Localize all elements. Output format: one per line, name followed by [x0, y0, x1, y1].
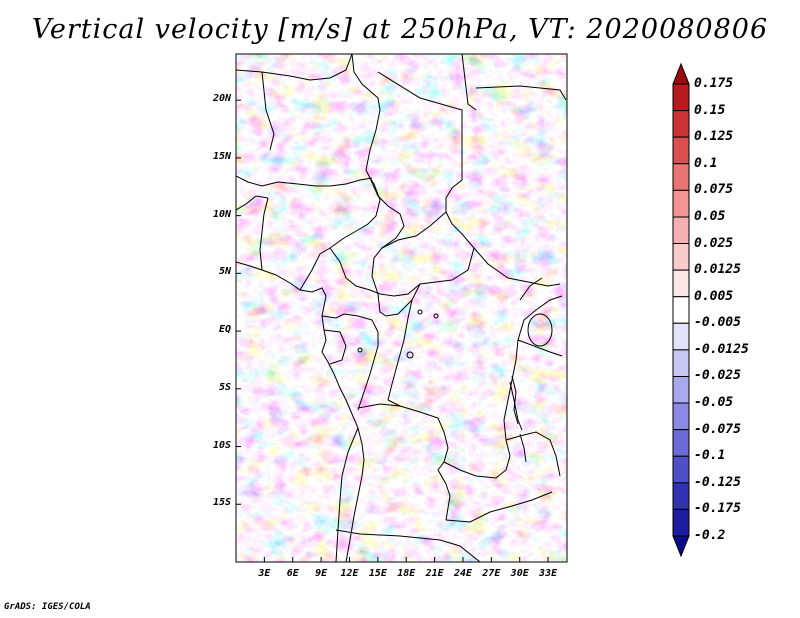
- map-frame: [235, 53, 568, 563]
- colorbar-label: 0.05: [694, 208, 726, 224]
- colorbar-label: 0.075: [694, 182, 734, 198]
- lat-label: 5N: [218, 266, 231, 278]
- velocity-field: [236, 54, 567, 562]
- country-borders: [236, 54, 567, 562]
- colorbar-swatch: [672, 110, 690, 138]
- lon-label: 30E: [510, 568, 529, 579]
- lon-label: 18E: [397, 568, 416, 579]
- colorbar-label: 0.125: [694, 129, 734, 145]
- colorbar-label: 0.15: [694, 102, 726, 118]
- colorbar-top-arrow: [672, 62, 690, 85]
- colorbar-label: -0.1: [694, 448, 726, 464]
- colorbar-swatch: [672, 455, 690, 484]
- lon-label: 12E: [340, 568, 359, 579]
- colorbar-swatch: [672, 375, 690, 404]
- colorbar-label: -0.0125: [694, 341, 749, 357]
- colorbar-swatch: [672, 349, 690, 377]
- colorbar-swatch: [672, 163, 690, 191]
- lon-label: 15E: [368, 568, 387, 579]
- colorbar-swatch: [672, 189, 690, 218]
- colorbar-label: 0.0125: [694, 262, 741, 278]
- colorbar-swatch: [672, 83, 690, 112]
- lon-label: 33E: [539, 568, 558, 579]
- axis-ticks: [236, 99, 549, 562]
- colorbar: [672, 62, 690, 558]
- lat-label: 5S: [218, 381, 231, 393]
- colorbar-swatch: [672, 482, 690, 510]
- colorbar-bottom-arrow: [672, 535, 690, 558]
- colorbar-label: 0.1: [694, 155, 718, 171]
- colorbar-swatch: [672, 429, 690, 457]
- colorbar-swatch: [672, 136, 690, 165]
- colorbar-swatch: [672, 269, 690, 298]
- lon-label: 21E: [425, 568, 444, 579]
- lat-label: 20N: [212, 93, 231, 105]
- map-title: Vertical velocity [m/s] at 250hPa, VT: 2…: [31, 14, 769, 45]
- lon-label: 9E: [315, 568, 328, 579]
- lon-label: 3E: [258, 568, 271, 579]
- colorbar-label: 0.175: [694, 76, 734, 91]
- lon-label: 6E: [286, 568, 299, 579]
- colorbar-swatch: [672, 508, 690, 537]
- colorbar-label: -0.175: [694, 501, 741, 517]
- colorbar-swatch: [672, 296, 690, 324]
- colorbar-label: -0.025: [694, 368, 741, 384]
- colorbar-label: -0.2: [694, 528, 726, 543]
- colorbar-label: -0.125: [694, 474, 741, 490]
- colorbar-label: 0.005: [694, 288, 734, 304]
- colorbar-label: -0.005: [694, 315, 741, 331]
- lakes: [357, 309, 553, 463]
- lon-label: 27E: [482, 568, 501, 579]
- lat-label: EQ: [218, 324, 231, 336]
- colorbar-swatch: [672, 402, 690, 431]
- lon-label: 24E: [453, 568, 472, 579]
- colorbar-label: 0.025: [694, 235, 734, 251]
- colorbar-label: -0.075: [694, 421, 741, 437]
- colorbar-swatch: [672, 216, 690, 245]
- lat-label: 15S: [212, 497, 231, 509]
- footer-credit: GrADS: IGES/COLA: [4, 602, 91, 612]
- lat-label: 15N: [212, 150, 231, 162]
- colorbar-swatch: [672, 243, 690, 271]
- colorbar-swatch: [672, 322, 690, 351]
- lat-label: 10S: [212, 439, 231, 451]
- colorbar-label: -0.05: [694, 395, 734, 411]
- lat-label: 10N: [212, 208, 231, 220]
